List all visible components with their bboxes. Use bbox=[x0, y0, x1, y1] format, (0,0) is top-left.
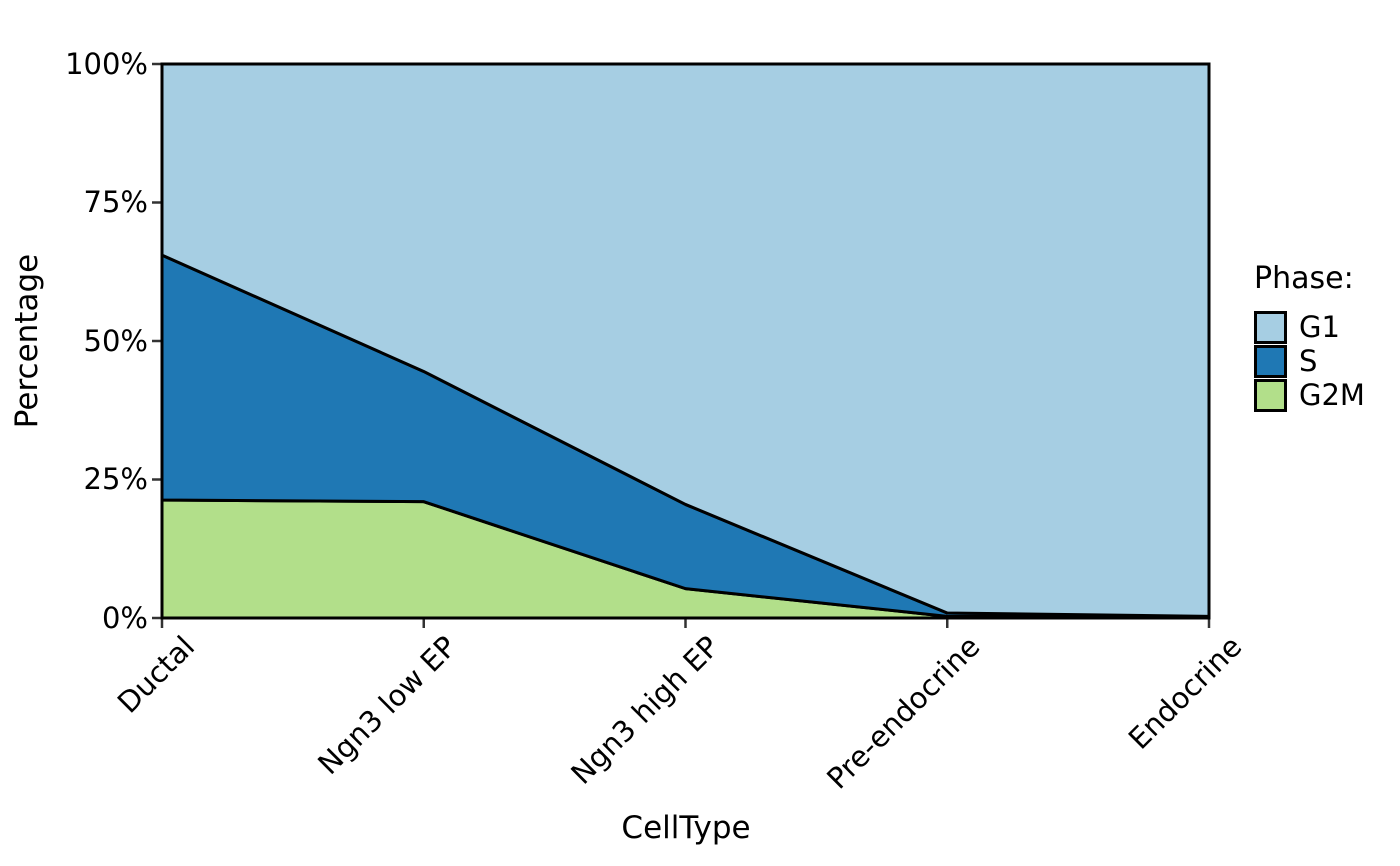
legend-label-g2m: G2M bbox=[1299, 378, 1365, 412]
legend-item-g2m: G2M bbox=[1254, 378, 1365, 412]
legend-title: Phase: bbox=[1254, 261, 1354, 296]
legend-label-s: S bbox=[1299, 344, 1318, 378]
g1-swatch-icon bbox=[1254, 310, 1287, 344]
ytick-50: 50% bbox=[83, 324, 148, 358]
legend-item-s: S bbox=[1254, 344, 1365, 378]
legend-item-g1: G1 bbox=[1254, 310, 1365, 344]
y-axis-title: Percentage bbox=[9, 253, 45, 429]
ytick-0: 0% bbox=[101, 601, 148, 635]
legend-label-g1: G1 bbox=[1299, 310, 1340, 344]
ytick-100: 100% bbox=[65, 47, 148, 81]
ytick-25: 25% bbox=[83, 462, 148, 496]
legend: Phase: G1 S G2M bbox=[1254, 262, 1365, 412]
g2m-swatch-icon bbox=[1254, 378, 1287, 412]
plot-border bbox=[160, 62, 1211, 620]
s-swatch-icon bbox=[1254, 344, 1287, 378]
ytick-75: 75% bbox=[83, 185, 148, 219]
x-axis-title: CellType bbox=[621, 810, 751, 846]
